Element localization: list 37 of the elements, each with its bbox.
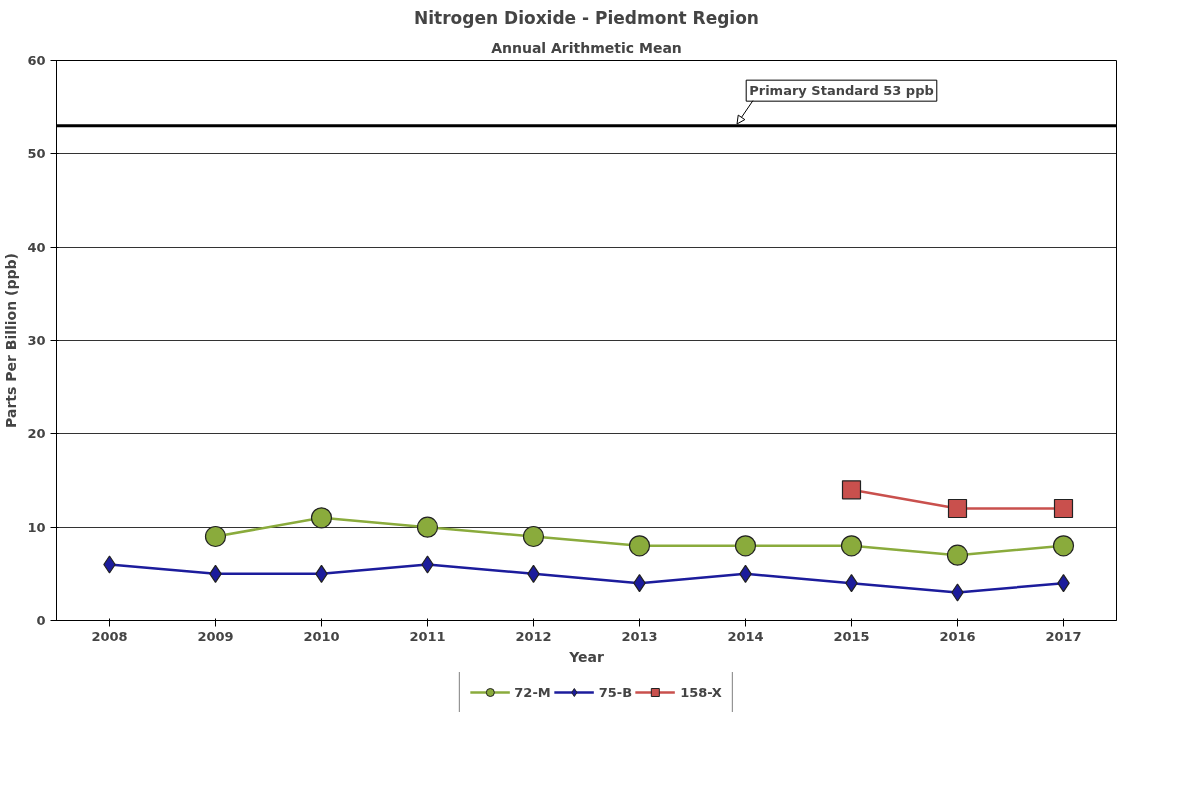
point [416,516,439,538]
point [310,507,333,529]
point [1053,498,1074,519]
y-tick-label: 20 [27,426,46,442]
point [204,525,227,548]
y-tick-label: 50 [27,146,46,162]
x-tick-label: 2008 [91,628,128,644]
x-tick-label: 2010 [303,628,340,644]
point [1052,535,1075,557]
y-tick-label: 30 [27,333,46,348]
point [628,535,651,557]
ref-line-label: Primary Standard 53 ppb [749,83,934,99]
x-tick-label: 2013 [621,628,658,644]
point [840,535,863,557]
x-tick-label: 2009 [197,628,234,644]
point [946,544,969,566]
y-tick-label: 60 [27,53,46,68]
chart-subtitle: Annual Arithmetic Mean [491,39,682,56]
y-tick-label: 0 [36,613,46,628]
x-axis-title: Year [568,648,604,665]
x-tick-label: 2017 [1045,628,1082,644]
y-tick-label: 10 [27,519,46,535]
legend-label: 75-B [598,684,633,700]
point [522,525,545,548]
x-tick-label: 2011 [409,628,446,644]
point [734,535,757,557]
point [947,498,968,519]
x-tick-label: 2012 [515,628,552,644]
x-tick-label: 2016 [939,628,976,644]
legend-label: 72-M [514,684,551,700]
x-tick-label: 2015 [833,628,870,644]
y-axis-title: Parts Per Billion (ppb) [3,253,20,428]
y-tick-label: 40 [27,239,46,255]
point [841,480,862,500]
chart-title: Nitrogen Dioxide - Piedmont Region [414,7,759,28]
legend-label: 158-X [680,684,722,700]
x-tick-label: 2014 [727,628,764,644]
